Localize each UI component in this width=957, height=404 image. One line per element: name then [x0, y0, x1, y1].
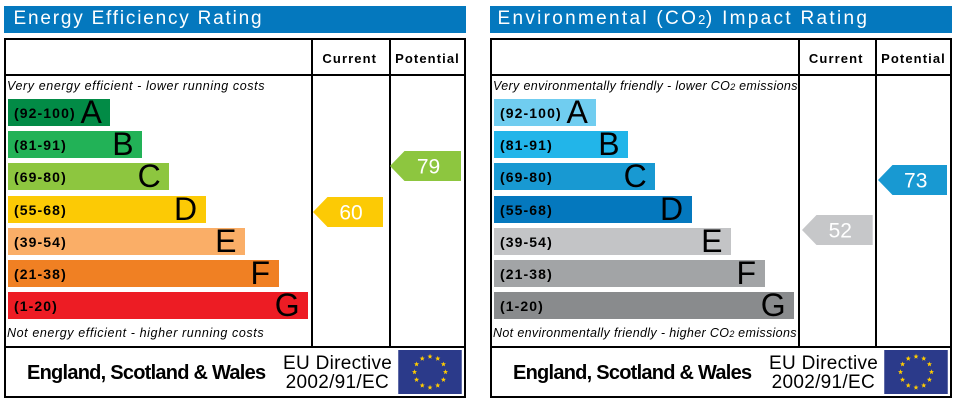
svg-text:52: 52	[828, 220, 851, 243]
svg-text:79: 79	[417, 155, 440, 178]
svg-text:60: 60	[340, 202, 363, 225]
svg-text:73: 73	[904, 170, 927, 193]
